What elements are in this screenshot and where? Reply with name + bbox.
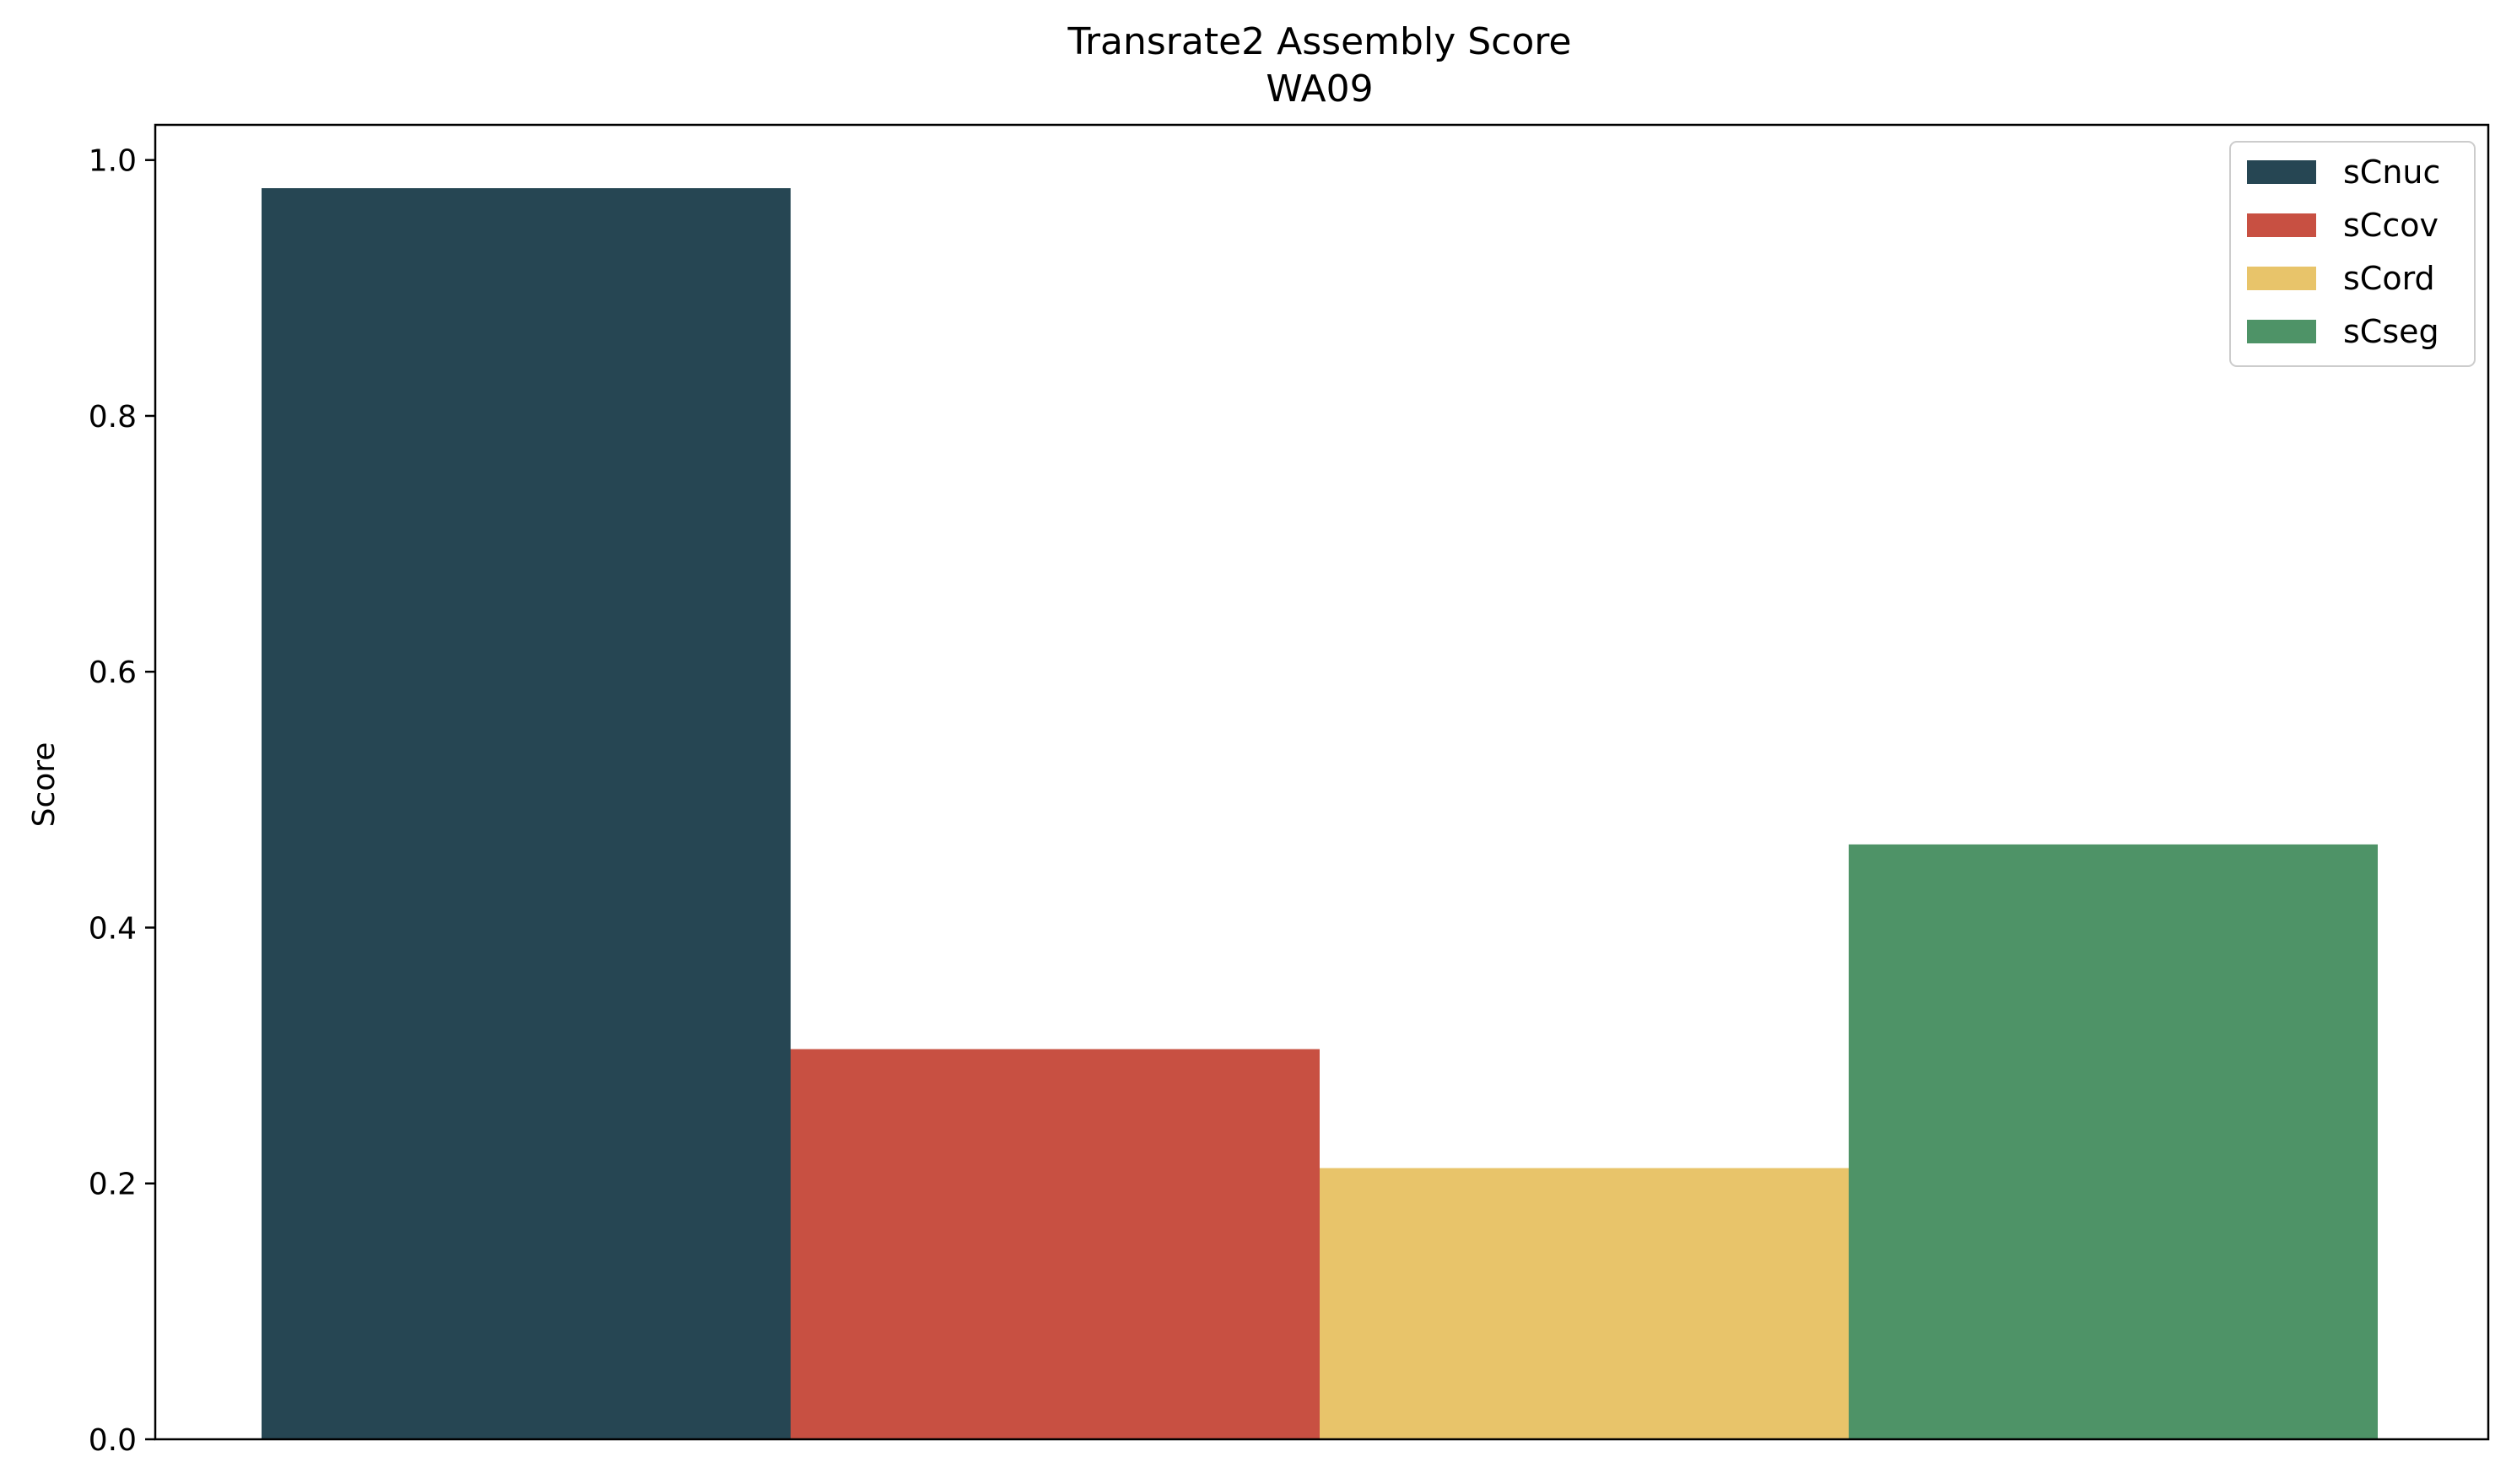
legend-swatch-sCord [2247,267,2316,290]
legend-label-sCord: sCord [2343,260,2435,297]
y-tick-label: 0.6 [89,656,137,690]
legend-label-sCseg: sCseg [2343,313,2439,350]
plot-frame [154,123,2490,1441]
legend-swatch-sCcov [2247,213,2316,237]
bar-sCseg [1849,844,2378,1439]
y-tick-label: 0.0 [89,1423,137,1458]
bar-sCcov [791,1049,1320,1439]
y-tick-label: 0.2 [89,1168,137,1202]
y-axis-label: Score [27,742,62,828]
legend: sCnuc sCcov sCord sCseg [2229,141,2476,367]
legend-swatch-sCnuc [2247,160,2316,184]
legend-swatch-sCseg [2247,320,2316,343]
bar-group [262,188,2378,1440]
y-tick-label: 0.8 [89,400,137,434]
chart-title: Transrate2 Assembly Score [1067,20,1572,63]
legend-box [2229,141,2476,367]
y-tick-label: 0.4 [89,911,137,946]
y-tick-label: 1.0 [89,144,137,179]
chart-subtitle: WA09 [1266,67,1373,111]
y-axis: 0.0 0.2 0.4 0.6 0.8 1.0 [89,144,155,1458]
bar-sCnuc [262,188,791,1440]
legend-label-sCnuc: sCnuc [2343,154,2440,191]
legend-label-sCcov: sCcov [2343,207,2438,244]
bar-sCord [1320,1168,1849,1439]
